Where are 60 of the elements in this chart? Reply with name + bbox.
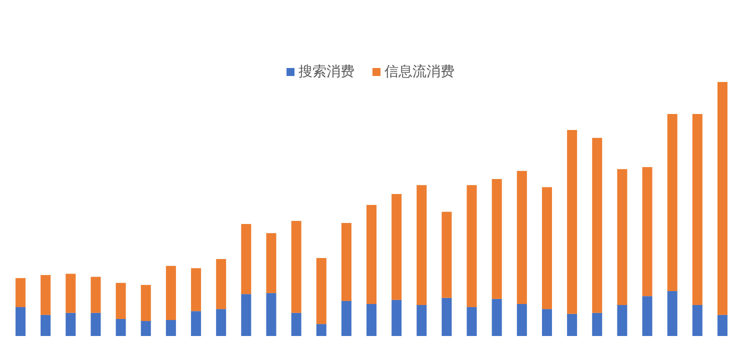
bar	[717, 82, 728, 315]
bar	[216, 259, 226, 310]
bar	[492, 298, 502, 336]
bar	[366, 204, 376, 304]
bar	[392, 194, 402, 300]
bar	[16, 307, 26, 336]
bar	[717, 314, 728, 336]
bar	[316, 258, 326, 324]
bar	[90, 312, 101, 336]
bar	[667, 291, 678, 336]
bar	[642, 296, 652, 336]
bar	[291, 312, 302, 336]
bar	[316, 324, 326, 336]
bar	[266, 293, 276, 336]
bar	[617, 305, 628, 336]
bar	[341, 300, 352, 336]
bar	[216, 309, 226, 336]
bar	[16, 278, 26, 308]
bar	[341, 222, 352, 301]
bar	[617, 169, 628, 306]
bar	[542, 309, 552, 336]
bar	[442, 298, 452, 336]
bar	[366, 304, 376, 336]
bar	[241, 294, 252, 336]
bar	[140, 321, 151, 336]
bar	[40, 314, 51, 336]
bar	[642, 167, 652, 296]
bar	[40, 275, 51, 315]
bar	[90, 276, 101, 313]
bar	[166, 320, 176, 336]
bar	[66, 274, 76, 313]
legend-label: 信息流消费	[384, 64, 454, 80]
bar	[542, 187, 552, 310]
bar	[492, 179, 502, 299]
bar	[516, 170, 527, 304]
bar	[466, 307, 477, 336]
bar	[592, 312, 602, 336]
bar	[241, 224, 252, 294]
bar	[416, 305, 427, 336]
bar	[291, 220, 302, 313]
bar	[416, 185, 427, 306]
bar	[567, 130, 578, 314]
bar	[516, 304, 527, 336]
bar	[392, 300, 402, 336]
bar	[592, 138, 602, 313]
bar	[266, 233, 276, 294]
bar	[116, 282, 126, 319]
bar	[66, 312, 76, 336]
bar	[140, 284, 151, 322]
bar	[191, 311, 202, 336]
bar	[667, 114, 678, 292]
bar	[466, 185, 477, 308]
bar	[116, 318, 126, 336]
bar	[692, 114, 702, 306]
bar	[191, 268, 202, 312]
bar	[166, 266, 176, 320]
bar	[442, 212, 452, 298]
bar	[567, 314, 578, 336]
bar	[692, 305, 702, 336]
legend-label: 搜索消费	[298, 64, 354, 80]
